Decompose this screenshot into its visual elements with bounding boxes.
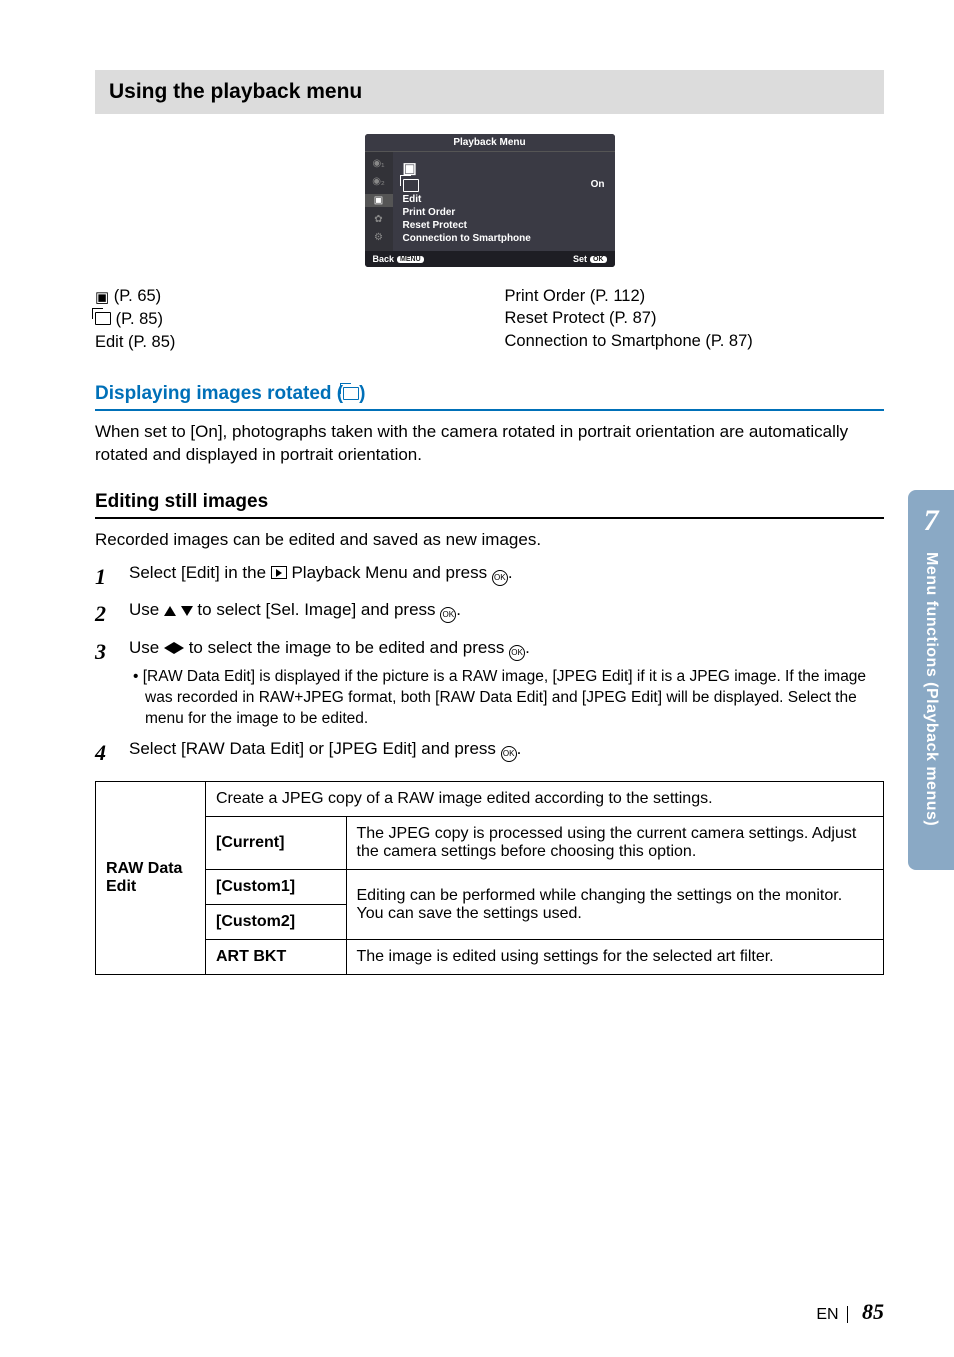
rotate-icon	[343, 387, 359, 400]
rotate-icon	[403, 179, 419, 192]
ref-line: Print Order (P. 112)	[505, 285, 885, 307]
ref-line: Connection to Smartphone (P. 87)	[505, 330, 885, 352]
step-text: .	[517, 739, 522, 758]
rotate-icon	[95, 312, 111, 325]
refs-left: ▣ (P. 65) (P. 85) Edit (P. 85)	[95, 285, 475, 353]
step-content: Use to select the image to be edited and…	[129, 637, 884, 730]
step-content: Use to select [Sel. Image] and press OK.	[129, 599, 884, 629]
table-value: Editing can be performed while changing …	[346, 870, 883, 940]
step-text: Playback Menu and press	[287, 563, 492, 582]
menu-item-label: Reset Protect	[403, 220, 467, 231]
body-text: When set to [On], photographs taken with…	[95, 421, 884, 467]
chapter-tab: 7 Menu functions (Playback menus)	[908, 490, 954, 870]
ref-line: (P. 85)	[111, 310, 163, 328]
playback-icon	[271, 566, 287, 579]
substep-text: [RAW Data Edit] is displayed if the pict…	[129, 667, 884, 730]
page-footer: EN 85	[816, 1299, 884, 1325]
steps-list: 1 Select [Edit] in the Playback Menu and…	[95, 562, 884, 768]
menu-tab-icon: ◉₂	[372, 176, 385, 187]
step-number: 2	[95, 599, 115, 629]
step-content: Select [Edit] in the Playback Menu and p…	[129, 562, 884, 592]
refs-right: Print Order (P. 112) Reset Protect (P. 8…	[475, 285, 885, 353]
menu-title: Playback Menu	[365, 134, 615, 152]
table-key: [Custom1]	[206, 870, 346, 905]
step-text: Use	[129, 638, 164, 657]
section-heading: Using the playback menu	[95, 70, 884, 114]
ok-pill: OK	[590, 256, 607, 263]
menu-item-value: On	[591, 179, 605, 192]
table-row-header: RAW Data Edit	[96, 782, 206, 975]
table-key: [Custom2]	[206, 905, 346, 940]
ref-line: (P. 65)	[109, 287, 161, 305]
step-text: to select [Sel. Image] and press	[193, 600, 441, 619]
step-number: 3	[95, 637, 115, 730]
step-text: to select the image to be edited and pre…	[184, 638, 509, 657]
menu-item-label: Edit	[403, 194, 422, 205]
menu-item-label: Connection to Smartphone	[403, 233, 531, 244]
chapter-name: Menu functions (Playback menus)	[922, 552, 940, 826]
menu-list: ▣ On Edit Print Order Reset Protect Conn…	[393, 152, 615, 251]
subheading-text: Displaying images rotated (	[95, 383, 343, 404]
page-number: 85	[862, 1299, 884, 1324]
subheading-edit: Editing still images	[95, 491, 884, 519]
footer-lang: EN	[816, 1306, 838, 1323]
menu-footer-set: Set	[573, 254, 587, 264]
ok-icon: OK	[492, 570, 508, 586]
ok-icon: OK	[509, 645, 525, 661]
slideshow-icon: ▣	[95, 288, 109, 308]
menu-footer-back: Back	[373, 254, 395, 264]
table-value: The image is edited using settings for t…	[346, 940, 883, 975]
table-span-text: Create a JPEG copy of a RAW image edited…	[206, 782, 884, 817]
step-number: 1	[95, 562, 115, 592]
table-value: The JPEG copy is processed using the cur…	[346, 817, 883, 870]
subheading-rotated: Displaying images rotated ()	[95, 383, 884, 411]
step-text: Select [Edit] in the	[129, 563, 271, 582]
ok-icon: OK	[440, 607, 456, 623]
up-icon	[164, 606, 176, 616]
ok-icon: OK	[501, 746, 517, 762]
step-number: 4	[95, 738, 115, 768]
menu-sidebar: ◉₁ ◉₂ ▣ ✿ ⚙	[365, 152, 393, 251]
chapter-number: 7	[924, 504, 939, 538]
body-text: Recorded images can be edited and saved …	[95, 529, 884, 552]
step-text: .	[456, 600, 461, 619]
left-icon	[164, 642, 174, 654]
playback-menu-screenshot: Playback Menu ◉₁ ◉₂ ▣ ✿ ⚙ ▣ On Edit Prin…	[365, 134, 615, 267]
down-icon	[181, 606, 193, 616]
subheading-text: )	[359, 383, 365, 404]
edit-table: RAW Data Edit Create a JPEG copy of a RA…	[95, 781, 884, 975]
menu-tab-icon: ⚙	[374, 232, 383, 243]
right-icon	[174, 642, 184, 654]
step-text: .	[525, 638, 530, 657]
table-key: [Current]	[206, 817, 346, 870]
menu-tab-icon: ◉₁	[372, 158, 384, 169]
menu-tab-icon: ✿	[374, 214, 382, 225]
step-text: .	[508, 563, 513, 582]
step-content: Select [RAW Data Edit] or [JPEG Edit] an…	[129, 738, 884, 768]
step-text: Select [RAW Data Edit] or [JPEG Edit] an…	[129, 739, 501, 758]
step-text: Use	[129, 600, 164, 619]
menu-pill: MENU	[397, 256, 424, 263]
menu-tab-icon: ▣	[365, 194, 393, 207]
ref-line: Edit (P. 85)	[95, 331, 475, 353]
menu-item-label: Print Order	[403, 207, 456, 218]
ref-line: Reset Protect (P. 87)	[505, 307, 885, 329]
table-key: ART BKT	[206, 940, 346, 975]
